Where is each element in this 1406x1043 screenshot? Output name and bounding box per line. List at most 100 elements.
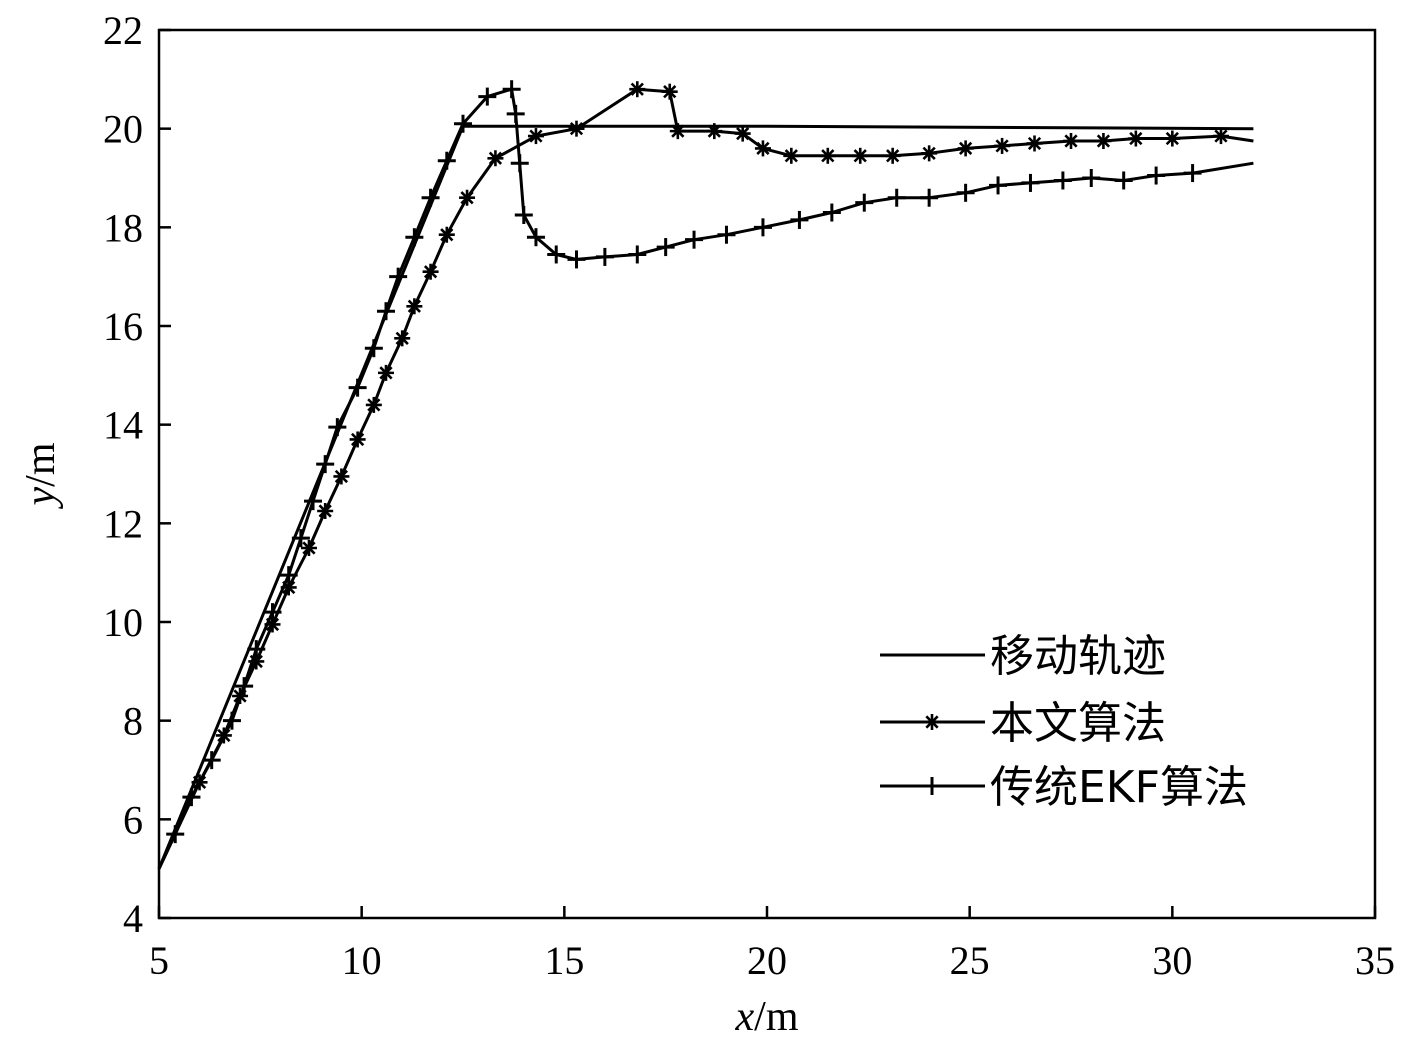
plus-marker bbox=[1053, 171, 1072, 190]
asterisk-marker bbox=[568, 120, 585, 137]
plus-marker bbox=[989, 176, 1008, 195]
y-axis-var: y bbox=[18, 487, 64, 510]
plus-marker bbox=[1183, 164, 1202, 183]
asterisk-marker bbox=[629, 81, 646, 98]
asterisk-marker bbox=[852, 147, 869, 164]
y-axis-unit: /m bbox=[18, 442, 64, 487]
plus-marker bbox=[753, 218, 772, 237]
asterisk-marker bbox=[819, 147, 836, 164]
asterisk-marker bbox=[317, 503, 334, 519]
plus-marker bbox=[304, 492, 323, 511]
plus-marker bbox=[920, 188, 939, 207]
plus-marker bbox=[790, 210, 809, 229]
y-tick-label: 22 bbox=[103, 8, 143, 53]
plus-marker bbox=[502, 80, 521, 99]
legend: 移动轨迹 本文算法 传统EKF算法 bbox=[880, 631, 1248, 813]
asterisk-marker bbox=[661, 83, 678, 100]
asterisk-marker bbox=[921, 145, 938, 162]
x-tick-label: 15 bbox=[544, 938, 584, 983]
plus-marker bbox=[1021, 173, 1040, 192]
legend-label-trajectory: 移动轨迹 bbox=[990, 631, 1166, 682]
plus-marker bbox=[628, 245, 647, 264]
asterisk-marker bbox=[734, 125, 751, 142]
ekf-line bbox=[157, 87, 1254, 870]
plus-marker bbox=[506, 104, 525, 123]
x-axis-unit: /m bbox=[754, 994, 799, 1040]
x-axis-var: x bbox=[735, 994, 755, 1040]
legend-label-proposed: 本文算法 bbox=[990, 698, 1166, 749]
asterisk-marker bbox=[280, 579, 297, 596]
plus-marker bbox=[316, 455, 335, 474]
plus-marker bbox=[923, 777, 941, 795]
plus-marker bbox=[376, 302, 395, 321]
asterisk-marker bbox=[783, 147, 800, 164]
plus-marker bbox=[348, 378, 367, 397]
plus-marker bbox=[263, 603, 282, 622]
legend-marker-asterisk bbox=[924, 714, 940, 730]
asterisk-marker bbox=[1164, 130, 1181, 147]
plus-marker bbox=[235, 677, 254, 696]
plus-marker bbox=[887, 188, 906, 207]
plus-marker bbox=[547, 245, 566, 264]
plus-marker bbox=[291, 529, 310, 548]
asterisk-marker bbox=[394, 330, 411, 347]
y-tick-label: 20 bbox=[103, 107, 143, 152]
plus-marker bbox=[279, 566, 298, 585]
y-tick-label: 18 bbox=[103, 205, 143, 250]
y-tick-label: 6 bbox=[123, 797, 143, 842]
plus-marker bbox=[656, 238, 675, 257]
plus-marker bbox=[526, 228, 545, 247]
plus-marker bbox=[328, 418, 347, 437]
asterisk-marker bbox=[365, 396, 382, 413]
y-tick-label: 4 bbox=[123, 896, 143, 941]
axis-ticks bbox=[157, 28, 1377, 920]
y-tick-label: 10 bbox=[103, 600, 143, 645]
y-axis-title: y/m bbox=[18, 442, 64, 509]
asterisk-marker bbox=[1212, 128, 1229, 145]
plus-marker bbox=[510, 154, 529, 173]
asterisk-marker bbox=[884, 147, 901, 164]
asterisk-marker bbox=[349, 431, 366, 448]
plus-marker bbox=[437, 151, 456, 170]
plus-marker bbox=[421, 188, 440, 207]
plus-marker bbox=[1147, 166, 1166, 185]
asterisk-marker bbox=[1063, 133, 1079, 149]
asterisk-marker bbox=[1026, 135, 1043, 152]
asterisk-marker bbox=[232, 688, 249, 704]
plus-marker bbox=[405, 228, 424, 247]
asterisk-marker bbox=[377, 364, 394, 381]
y-tick-label: 12 bbox=[103, 501, 143, 546]
plus-marker bbox=[247, 640, 266, 659]
plus-marker bbox=[222, 711, 241, 730]
plus-marker bbox=[202, 751, 221, 770]
plus-marker bbox=[389, 267, 408, 286]
axis-tick-labels: 5 10 15 20 25 30 35 4 6 8 10 12 14 16 18 20 22 bbox=[103, 8, 1395, 983]
asterisk-marker bbox=[924, 714, 940, 730]
x-tick-label: 30 bbox=[1152, 938, 1192, 983]
x-tick-label: 10 bbox=[342, 938, 382, 983]
asterisk-marker bbox=[422, 263, 439, 280]
asterisk-marker bbox=[669, 123, 686, 140]
plus-marker bbox=[685, 230, 704, 249]
plus-marker bbox=[454, 114, 472, 133]
plus-marker bbox=[567, 250, 586, 269]
asterisk-marker bbox=[406, 298, 423, 315]
plus-marker bbox=[478, 87, 497, 106]
y-tick-label: 8 bbox=[123, 699, 143, 744]
x-tick-label: 35 bbox=[1355, 938, 1395, 983]
asterisk-marker bbox=[191, 774, 208, 791]
series-lines bbox=[157, 87, 1254, 870]
y-tick-label: 16 bbox=[103, 304, 143, 349]
series-markers bbox=[166, 80, 1229, 844]
asterisk-marker bbox=[459, 189, 476, 206]
proposed-line bbox=[157, 87, 1254, 870]
trajectory-line bbox=[157, 124, 1254, 870]
asterisk-marker bbox=[957, 140, 974, 157]
plus-marker bbox=[166, 825, 185, 844]
asterisk-marker bbox=[1095, 133, 1112, 149]
plus-marker bbox=[364, 339, 383, 358]
asterisk-marker bbox=[333, 468, 350, 485]
asterisk-marker bbox=[1127, 130, 1144, 147]
plus-marker bbox=[514, 206, 533, 224]
